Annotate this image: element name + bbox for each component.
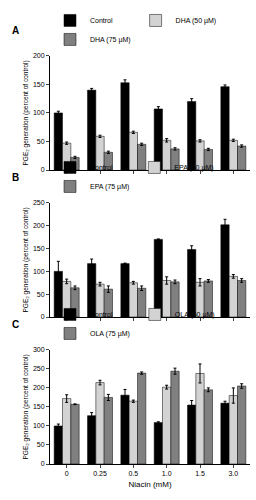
svg-text:200: 200 bbox=[33, 52, 45, 59]
svg-text:0.25: 0.25 bbox=[93, 470, 107, 477]
svg-text:B: B bbox=[12, 172, 19, 183]
svg-text:300: 300 bbox=[33, 346, 45, 353]
svg-text:OLA (75 µM): OLA (75 µM) bbox=[90, 330, 130, 338]
svg-text:EPA (50 µM): EPA (50 µM) bbox=[174, 164, 213, 172]
svg-text:Control: Control bbox=[90, 164, 113, 171]
svg-text:200: 200 bbox=[33, 384, 45, 391]
svg-text:PGE₂ generation (percent of co: PGE₂ generation (percent of control) bbox=[22, 60, 30, 165]
svg-text:50: 50 bbox=[37, 291, 45, 298]
svg-text:50: 50 bbox=[37, 441, 45, 448]
svg-text:DHA (50 µM): DHA (50 µM) bbox=[176, 17, 217, 25]
svg-text:0.5: 0.5 bbox=[128, 470, 138, 477]
svg-text:100: 100 bbox=[33, 268, 45, 275]
svg-text:0: 0 bbox=[41, 460, 45, 467]
svg-text:EPA (75 µM): EPA (75 µM) bbox=[90, 183, 129, 191]
svg-text:1.0: 1.0 bbox=[162, 470, 172, 477]
svg-text:150: 150 bbox=[33, 245, 45, 252]
svg-text:Control: Control bbox=[90, 311, 113, 318]
svg-text:150: 150 bbox=[33, 81, 45, 88]
svg-text:OLA (50 µM): OLA (50 µM) bbox=[175, 311, 215, 319]
svg-text:0: 0 bbox=[41, 313, 45, 320]
svg-text:A: A bbox=[12, 25, 19, 36]
svg-text:3.0: 3.0 bbox=[228, 470, 238, 477]
svg-text:Control: Control bbox=[90, 17, 113, 24]
svg-text:0: 0 bbox=[65, 470, 69, 477]
svg-text:C: C bbox=[12, 319, 19, 330]
svg-text:PGE₂ generation (percent of co: PGE₂ generation (percent of control) bbox=[22, 354, 30, 459]
svg-text:PGE₂ generation (percent of co: PGE₂ generation (percent of control) bbox=[22, 207, 30, 312]
svg-text:100: 100 bbox=[33, 109, 45, 116]
svg-text:1.5: 1.5 bbox=[195, 470, 205, 477]
svg-text:DHA (75 µM): DHA (75 µM) bbox=[90, 36, 131, 44]
svg-text:Niacin (mM): Niacin (mM) bbox=[128, 480, 171, 489]
svg-text:150: 150 bbox=[33, 403, 45, 410]
svg-text:200: 200 bbox=[33, 222, 45, 229]
svg-text:250: 250 bbox=[33, 365, 45, 372]
svg-text:50: 50 bbox=[37, 138, 45, 145]
svg-text:250: 250 bbox=[33, 199, 45, 206]
svg-text:100: 100 bbox=[33, 422, 45, 429]
svg-text:0: 0 bbox=[41, 166, 45, 173]
